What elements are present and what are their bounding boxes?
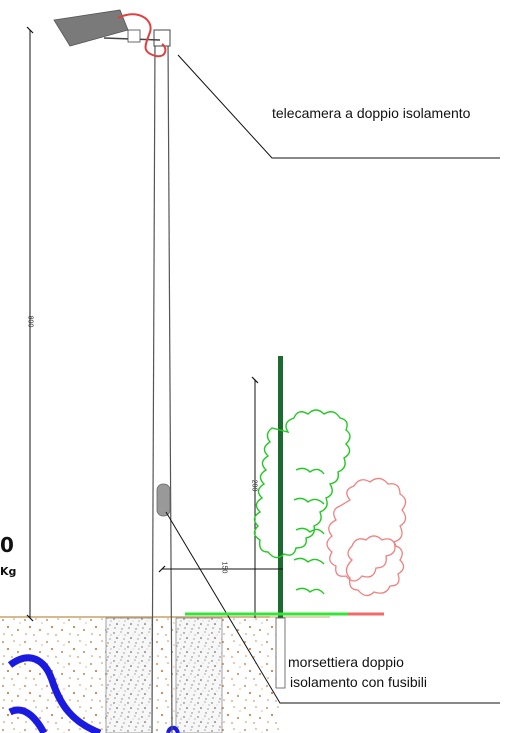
foundation-gravel-left <box>105 617 153 733</box>
pole-height-tick-bottom <box>26 614 34 622</box>
terminal-label-line1: morsettiera doppio <box>288 654 404 670</box>
camera-cable <box>117 13 167 58</box>
underground-duct-lower <box>8 706 48 733</box>
camera-mount <box>127 29 141 43</box>
foundation-gravel-right <box>175 617 223 733</box>
pole-height-tick-top <box>26 26 34 34</box>
fence-post-footing <box>275 617 286 689</box>
pole-right-edge <box>167 39 173 733</box>
camera-label: telecamera a doppio isolamento <box>272 105 471 121</box>
terminal-leader-line <box>165 511 500 704</box>
offset-dimension-label: 150 <box>220 561 228 574</box>
camera-body <box>53 9 129 47</box>
camera-leader-line <box>177 54 500 159</box>
pole-cap <box>153 29 171 47</box>
hedge-back <box>326 477 407 597</box>
fence-height-tick-top <box>251 376 259 384</box>
offset-tick-left <box>158 565 166 573</box>
pole-height-dimension-label: 800 <box>26 315 34 328</box>
fence-height-dimension-label: 200 <box>250 479 258 492</box>
left-edge-fragment-top: 0 <box>0 533 14 557</box>
underground-duct <box>7 654 102 733</box>
hedge-front <box>253 409 351 595</box>
terminal-box <box>156 483 171 517</box>
pole-left-edge <box>151 39 156 733</box>
underground-duct-small <box>166 725 180 733</box>
fence-post <box>278 356 283 618</box>
terminal-label-line2: isolamento con fusibili <box>290 674 427 690</box>
left-edge-fragment-bottom: Kg <box>0 565 17 578</box>
